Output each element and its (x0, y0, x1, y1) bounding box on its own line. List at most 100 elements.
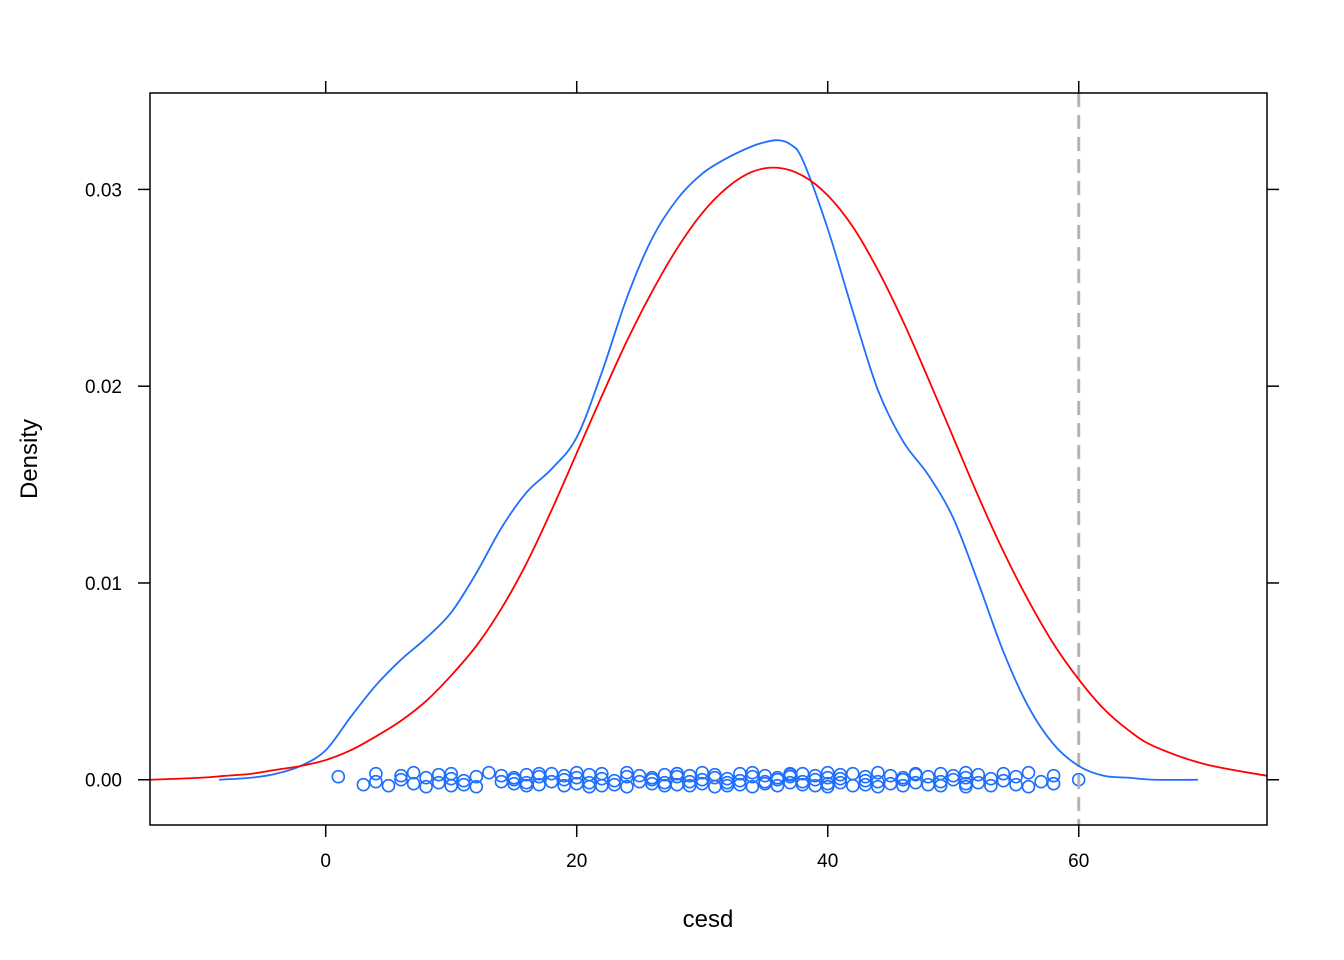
rug-point (1009, 777, 1023, 792)
rug-point (632, 768, 647, 783)
rug-point (607, 777, 622, 792)
rug-point (971, 767, 986, 782)
rug-point (695, 772, 710, 787)
rug-point (620, 765, 634, 780)
rug-point (871, 779, 885, 794)
rug-point (569, 770, 584, 785)
rug-point (469, 769, 484, 784)
rug-point (1034, 774, 1048, 789)
rug-point (532, 769, 546, 784)
rug-point (519, 775, 534, 790)
rug-point (933, 778, 948, 793)
rug-point (958, 765, 973, 780)
rug-point (1009, 769, 1023, 784)
rug-point (745, 765, 760, 780)
rug-point (1046, 768, 1061, 783)
y-tick-label: 0.02 (85, 377, 122, 398)
rug-point (632, 774, 647, 789)
rug-point (858, 777, 873, 792)
rug-point (456, 773, 471, 788)
rug-point (331, 769, 346, 784)
rug-point (557, 768, 572, 783)
rug-point (394, 772, 408, 787)
rug-point (582, 775, 597, 790)
rug-point (1046, 776, 1061, 791)
rug-point (984, 778, 998, 793)
rug-point (557, 778, 572, 793)
rug-point (381, 778, 396, 793)
rug-point (682, 778, 697, 793)
rug-point (845, 766, 860, 781)
rug-point (795, 774, 810, 789)
y-axis-title: Density (16, 419, 43, 499)
rug-point (758, 776, 772, 791)
rug-point (808, 768, 823, 783)
x-tick-label: 20 (566, 851, 587, 872)
rug-point (594, 778, 609, 793)
rug-point (645, 770, 659, 785)
rug-point (456, 777, 471, 792)
rug-point (833, 771, 848, 786)
rug-point (657, 775, 672, 790)
rug-point (908, 766, 923, 781)
rug-point (971, 775, 986, 790)
rug-point (1021, 779, 1036, 794)
rug-point (896, 778, 910, 793)
rug-point (908, 775, 923, 790)
x-axis-title: cesd (683, 906, 734, 933)
rug-point (858, 769, 873, 784)
rug-point (795, 766, 810, 781)
rug-point (670, 766, 684, 781)
rug-point (984, 771, 998, 786)
rug-point (946, 768, 961, 783)
rug-point (833, 775, 848, 790)
rug-point (933, 774, 948, 789)
rug-point (620, 779, 634, 794)
rug-point (444, 766, 459, 781)
rug-point (557, 772, 572, 787)
rug-point (406, 776, 421, 791)
plot-frame (149, 92, 1268, 826)
rug-point (695, 765, 710, 780)
rug-point (820, 779, 835, 794)
rug-point (720, 771, 735, 786)
rug-point (494, 774, 509, 789)
rug-point (820, 765, 835, 780)
x-tick-label: 40 (817, 851, 838, 872)
rug-point (996, 773, 1011, 788)
rug-point (394, 768, 408, 783)
rug-point (544, 766, 559, 781)
rug-point (733, 777, 747, 792)
rug-point (946, 772, 961, 787)
rug-point (996, 766, 1011, 781)
rug-point (883, 776, 898, 791)
rug-point (883, 768, 898, 783)
density-curve (218, 139, 1198, 781)
rug-point (482, 765, 496, 780)
rug-point (469, 779, 484, 794)
rug-point (431, 775, 446, 790)
rug-point (369, 774, 383, 789)
rug-point (1021, 765, 1036, 780)
rug-point (494, 768, 509, 783)
rug-point (921, 769, 935, 784)
rug-point (607, 773, 622, 788)
y-tick-label: 0.00 (85, 771, 122, 792)
rug-point (783, 769, 797, 784)
rug-point (594, 766, 609, 781)
rug-point (444, 778, 459, 793)
rug-point (707, 767, 722, 782)
rug-point (896, 770, 910, 785)
rug-point (406, 765, 421, 780)
rug-point (569, 765, 584, 780)
rug-point (419, 779, 433, 794)
normal-fit-curve (150, 166, 1267, 781)
rug-point (444, 771, 459, 786)
rug-point (845, 778, 860, 793)
rug-point (808, 772, 823, 787)
rug-point (682, 774, 697, 789)
rug-point (871, 774, 885, 789)
rug-point (594, 771, 609, 786)
rug-point (356, 777, 371, 792)
